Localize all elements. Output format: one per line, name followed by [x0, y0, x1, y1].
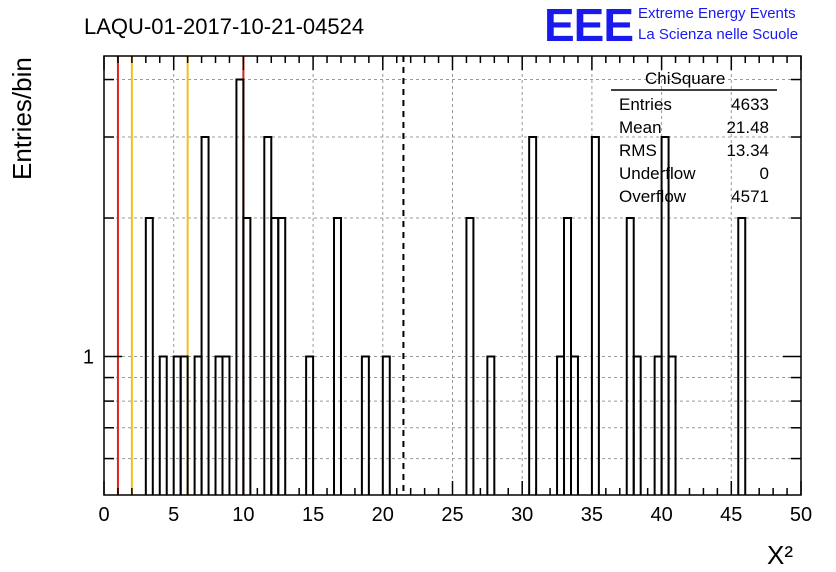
stats-title: ChiSquare: [645, 69, 725, 88]
x-tick-label: 20: [372, 504, 394, 526]
eee-logo: EEE Extreme Energy Events La Scienza nel…: [544, 0, 798, 51]
x-axis-title: X²: [767, 540, 793, 570]
histogram-bar: [569, 355, 579, 495]
x-tick-label: 40: [650, 504, 672, 526]
histogram-bar: [263, 136, 273, 495]
x-tick-label: 25: [441, 504, 463, 526]
stats-rows: Entries 4633 Mean 21.48 RMS 13.34 Underflow 0 Ov…: [619, 95, 769, 206]
stats-label: RMS: [619, 141, 657, 160]
histogram-bar: [277, 217, 287, 495]
histogram-bar: [144, 217, 154, 495]
stats-label: Overflow: [619, 187, 687, 206]
histogram-bar: [179, 355, 189, 495]
stats-value: 0: [760, 164, 769, 183]
histogram-bar: [632, 355, 642, 495]
eee-logo-line1: Extreme Energy Events: [638, 5, 796, 22]
plot-frame: [103, 55, 802, 496]
y-tick-label: 1: [83, 347, 94, 369]
histogram-bar: [333, 217, 342, 495]
x-tick-label: 0: [98, 504, 109, 526]
histogram-bar: [660, 136, 670, 495]
x-tick-label: 30: [511, 504, 533, 526]
histogram-bar: [221, 355, 231, 495]
histogram-bar: [486, 355, 496, 495]
histogram-bar: [381, 355, 391, 495]
stats-value: 4633: [731, 95, 769, 114]
x-tick-label: 10: [232, 504, 254, 526]
histogram-bar: [465, 217, 475, 495]
histogram-bar: [200, 136, 210, 495]
histogram-bar: [590, 136, 600, 495]
histogram-bar: [528, 136, 538, 495]
eee-logo-text: EEE: [544, 0, 633, 51]
stats-label: Entries: [619, 95, 672, 114]
eee-logo-line2: La Scienza nelle Scuole: [638, 26, 798, 43]
histogram-bar: [360, 355, 370, 495]
histogram: [144, 78, 747, 495]
histogram-bar: [667, 355, 677, 495]
marker-lines: [116, 56, 405, 495]
chart-title: LAQU-01-2017-10-21-04524: [84, 14, 364, 39]
y-axis-title: Entries/bin: [7, 57, 37, 180]
stats-value: 4571: [731, 187, 769, 206]
x-tick-label: 45: [720, 504, 742, 526]
x-tick-label: 5: [168, 504, 179, 526]
histogram-bar: [158, 355, 168, 495]
histogram-bar: [737, 217, 747, 495]
x-tick-label: 50: [790, 504, 812, 526]
x-tick-label: 35: [581, 504, 603, 526]
stats-value: 13.34: [726, 141, 769, 160]
grid: [104, 56, 801, 495]
histogram-bar: [305, 355, 315, 495]
stats-box: ChiSquare Entries 4633 Mean 21.48 RMS 13.34 Un…: [611, 69, 777, 206]
histogram-bar: [242, 217, 252, 495]
x-tick-label: 15: [302, 504, 324, 526]
stats-value: 21.48: [726, 118, 769, 137]
stats-label: Underflow: [619, 164, 696, 183]
tick-labels: 0 5 10 15 20 25 30 35 40 45 50 1: [83, 347, 812, 526]
stats-label: Mean: [619, 118, 662, 137]
histogram-bar: [235, 78, 245, 495]
